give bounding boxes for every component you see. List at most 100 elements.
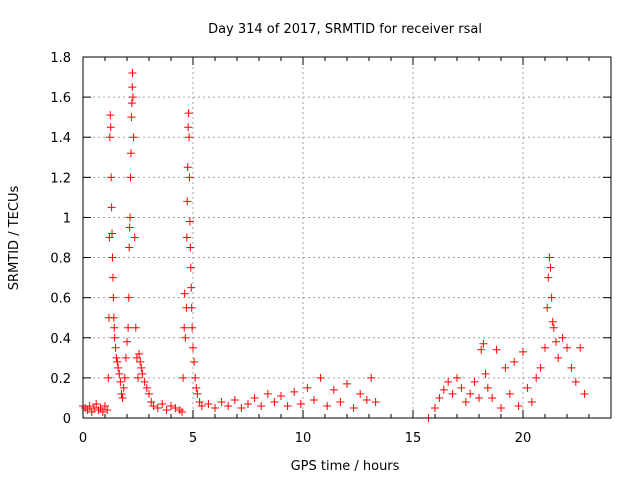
- data-point: [111, 343, 120, 352]
- data-point: [178, 407, 186, 416]
- data-point: [179, 373, 188, 382]
- data-point: [296, 399, 305, 408]
- data-point: [563, 343, 571, 352]
- data-point: [356, 389, 365, 398]
- y-tick-label: 0.8: [50, 252, 71, 267]
- x-tick-label: 15: [405, 431, 422, 446]
- data-point: [98, 407, 107, 416]
- data-point: [497, 403, 505, 412]
- data-point: [87, 407, 96, 416]
- data-point: [475, 393, 483, 402]
- data-point: [367, 373, 376, 382]
- data-point: [116, 377, 125, 386]
- data-point: [457, 383, 466, 392]
- data-point: [483, 383, 492, 392]
- y-tick-label: 0.2: [50, 372, 71, 387]
- chart-title: Day 314 of 2017, SRMTID for receiver rsa…: [208, 22, 482, 37]
- data-points: [79, 69, 589, 422]
- data-point: [263, 389, 272, 398]
- data-point: [184, 109, 193, 118]
- data-point: [536, 363, 545, 372]
- data-point: [510, 357, 519, 366]
- data-point: [83, 405, 92, 414]
- data-point: [110, 333, 119, 342]
- data-point: [108, 253, 117, 262]
- data-point: [323, 401, 332, 410]
- data-point: [124, 323, 133, 332]
- data-point: [532, 373, 541, 382]
- data-point: [545, 253, 554, 262]
- data-point: [162, 405, 171, 414]
- y-tick-labels: 0 0.2 0.4 0.6 0.8 1 1.2 1.4 1.6 1.8: [50, 51, 71, 427]
- data-point: [244, 399, 252, 408]
- data-point: [138, 369, 147, 378]
- data-point: [108, 273, 117, 282]
- data-point: [303, 383, 312, 392]
- data-point: [145, 389, 153, 398]
- grid: [83, 57, 611, 418]
- y-tick-label: 0.6: [50, 292, 71, 307]
- data-point: [136, 357, 145, 366]
- data-point: [461, 397, 470, 406]
- data-point: [114, 363, 123, 372]
- data-point: [105, 133, 114, 142]
- data-point: [171, 403, 180, 412]
- data-point: [108, 229, 117, 238]
- data-point: [135, 349, 144, 358]
- data-point: [237, 403, 246, 412]
- data-point: [431, 403, 439, 412]
- data-point: [119, 383, 128, 392]
- data-point: [543, 303, 552, 312]
- data-point: [514, 401, 523, 410]
- data-point: [128, 93, 137, 102]
- data-point: [547, 293, 556, 302]
- data-point: [343, 379, 351, 388]
- data-point: [158, 399, 167, 408]
- data-point: [182, 233, 191, 242]
- data-point: [129, 133, 138, 142]
- data-point: [277, 391, 285, 400]
- data-point: [126, 213, 135, 222]
- data-point: [444, 377, 453, 386]
- data-point: [137, 363, 146, 372]
- data-point: [125, 223, 134, 232]
- data-point: [505, 389, 514, 398]
- data-point: [110, 323, 119, 332]
- data-point: [183, 197, 192, 206]
- data-point: [126, 149, 135, 158]
- data-point: [103, 405, 112, 414]
- data-point: [290, 387, 299, 396]
- data-point: [185, 133, 194, 142]
- data-point: [85, 401, 94, 410]
- data-point: [217, 397, 226, 406]
- data-point: [184, 123, 193, 132]
- data-point: [92, 399, 101, 408]
- data-point: [479, 339, 488, 348]
- x-tick-label: 20: [515, 431, 532, 446]
- data-point: [549, 323, 558, 332]
- data-point: [453, 373, 461, 382]
- data-point: [134, 373, 142, 382]
- data-point: [571, 377, 580, 386]
- data-point: [153, 403, 162, 412]
- data-point: [187, 303, 196, 312]
- data-point: [189, 343, 197, 352]
- data-point: [481, 369, 490, 378]
- data-point: [107, 173, 116, 182]
- data-point: [185, 173, 194, 182]
- data-point: [371, 397, 380, 406]
- data-point: [132, 353, 141, 362]
- data-point: [580, 389, 589, 398]
- data-point: [127, 99, 136, 108]
- data-point: [211, 403, 219, 412]
- data-point: [492, 345, 501, 354]
- x-axis-label: GPS time / hours: [291, 459, 400, 474]
- data-point: [106, 111, 115, 120]
- data-point: [185, 217, 194, 226]
- data-point: [124, 293, 133, 302]
- data-point: [310, 395, 318, 404]
- data-point: [523, 383, 532, 392]
- data-point: [128, 83, 137, 92]
- data-point: [113, 357, 122, 366]
